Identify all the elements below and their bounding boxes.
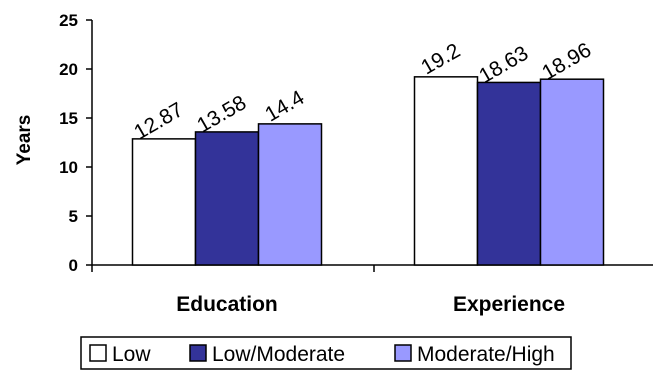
data-label-1-0: 19.2 — [417, 39, 464, 79]
x-axis: Education Experience — [91, 264, 653, 316]
bar-0-1 — [194, 131, 260, 266]
legend-swatch-1 — [189, 344, 207, 362]
bar-1-2 — [539, 78, 605, 266]
y-tick-label-1: 5 — [69, 207, 78, 226]
legend: Low Low/Moderate Moderate/High — [80, 336, 572, 370]
y-tick-label-0: 0 — [69, 256, 78, 275]
legend-swatch-0 — [89, 344, 107, 362]
y-tick-label-2: 10 — [59, 158, 78, 177]
legend-label-1: Low/Moderate — [212, 343, 345, 366]
legend-label-0: Low — [112, 343, 151, 366]
x-category-label-1: Experience — [453, 293, 565, 316]
y-tick-label-4: 20 — [59, 60, 78, 79]
bar-1-1 — [476, 81, 542, 266]
y-axis: 0 5 10 15 20 25 — [59, 11, 93, 275]
legend-box — [80, 336, 572, 370]
bar-0-2 — [257, 123, 323, 266]
bar-1-0 — [413, 76, 479, 266]
data-label-1-1: 18.63 — [475, 42, 532, 88]
bars — [131, 76, 605, 266]
bar-0-0 — [131, 138, 197, 266]
data-label-0-1: 13.58 — [193, 91, 250, 137]
y-axis-title: Years — [14, 115, 35, 166]
data-label-1-2: 18.96 — [538, 38, 595, 84]
data-label-0-2: 14.4 — [261, 86, 308, 127]
legend-label-2: Moderate/High — [417, 343, 555, 366]
data-label-0-0: 12.87 — [130, 98, 187, 144]
legend-swatch-2 — [394, 344, 412, 362]
y-tick-label-5: 25 — [59, 11, 78, 30]
y-tick-label-3: 15 — [59, 109, 78, 128]
x-category-label-0: Education — [176, 293, 278, 316]
